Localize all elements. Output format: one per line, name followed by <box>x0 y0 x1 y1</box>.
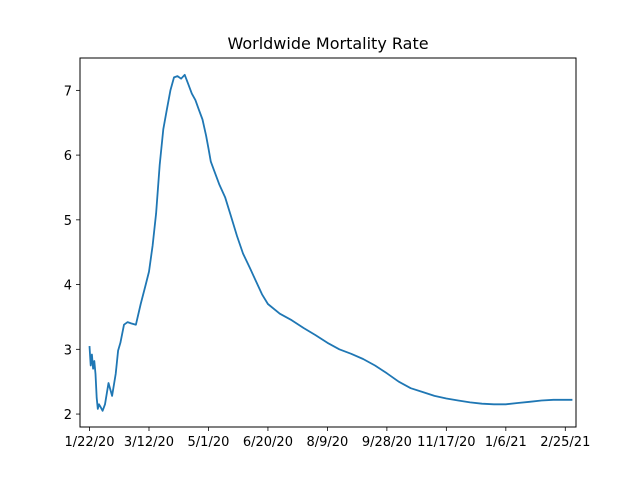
x-tick-label: 1/22/20 <box>64 435 114 450</box>
y-tick-label: 4 <box>64 279 72 294</box>
x-tick-label: 11/17/20 <box>417 435 475 450</box>
x-tick-label: 6/20/20 <box>243 435 293 450</box>
x-tick-label: 1/6/21 <box>485 435 527 450</box>
series-line <box>88 73 573 412</box>
y-axis-ticks: 2 3 4 5 6 7 <box>64 84 80 423</box>
x-axis-ticks: 1/22/20 3/12/20 5/1/20 6/20/20 8/9/20 9/28/20… <box>64 427 590 450</box>
y-tick-label: 7 <box>64 84 72 99</box>
y-tick-label: 6 <box>64 149 72 164</box>
plot-area <box>88 73 573 412</box>
x-tick-label: 2/25/21 <box>540 435 590 450</box>
x-tick-label: 5/1/20 <box>188 435 230 450</box>
y-tick-label: 2 <box>64 408 72 423</box>
x-tick-label: 3/12/20 <box>124 435 174 450</box>
axes-frame <box>79 57 577 428</box>
chart-title: Worldwide Mortality Rate <box>227 34 428 53</box>
y-tick-label: 5 <box>64 214 72 229</box>
x-tick-label: 9/28/20 <box>362 435 412 450</box>
x-tick-label: 8/9/20 <box>306 435 348 450</box>
y-tick-label: 3 <box>64 343 72 358</box>
